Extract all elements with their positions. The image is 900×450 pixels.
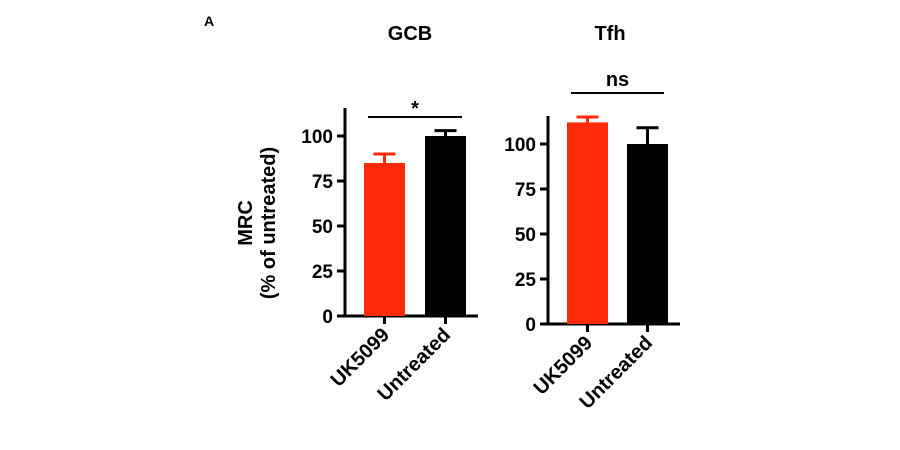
y-axis-label-unit: (% of untreated) (258, 147, 280, 299)
y-tick-label: 100 (504, 135, 536, 156)
y-tick-label: 25 (515, 270, 537, 291)
significance-label: ns (606, 69, 629, 91)
chart-title: GCB (388, 23, 432, 45)
y-tick-label: 75 (312, 172, 334, 193)
y-tick-label: 75 (515, 180, 537, 201)
bar-untreated (425, 136, 466, 316)
y-tick-label: 25 (312, 262, 334, 283)
y-tick-label: 50 (515, 225, 536, 246)
bar-uk5099 (364, 163, 405, 316)
significance-label: * (411, 98, 419, 120)
bar-uk5099 (567, 122, 608, 325)
y-tick-label: 0 (322, 307, 333, 328)
panel-label: A (204, 13, 214, 29)
chart-title: Tfh (594, 23, 625, 45)
bar-untreated (627, 144, 668, 324)
y-tick-label: 50 (312, 217, 333, 238)
y-axis-label: MRC (235, 200, 257, 246)
y-tick-label: 100 (301, 127, 333, 148)
y-tick-label: 0 (525, 315, 536, 336)
